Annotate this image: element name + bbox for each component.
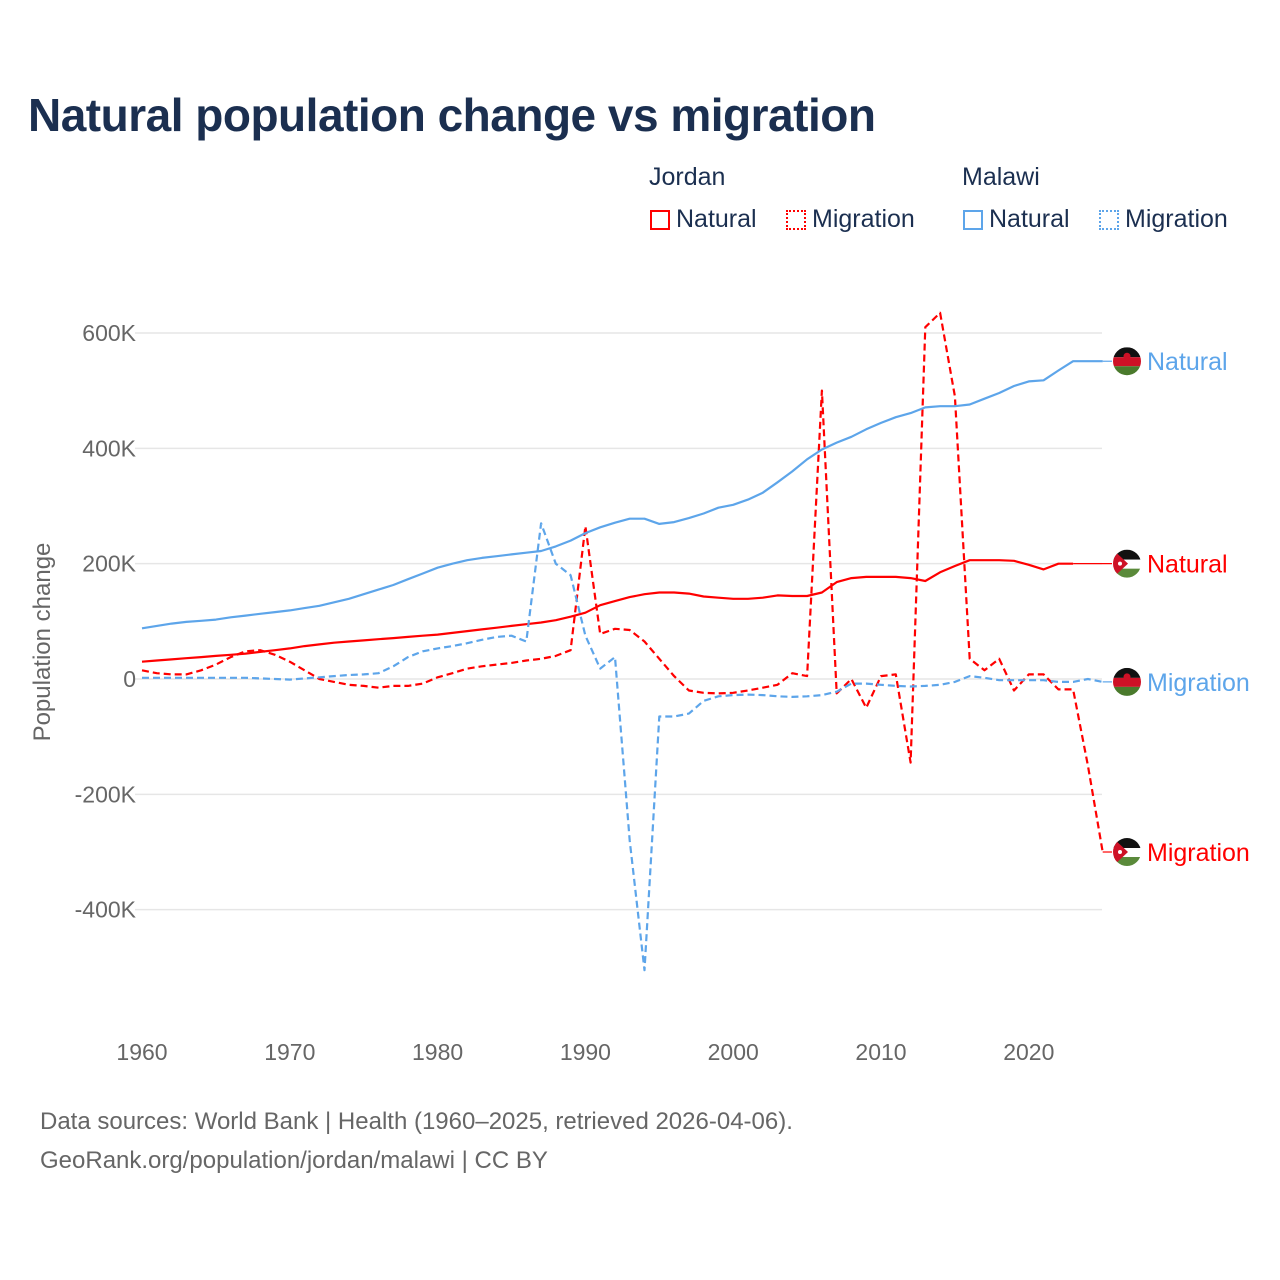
x-tick-label: 2020 (1003, 1039, 1054, 1065)
flag-body (1113, 667, 1141, 696)
x-tick-label: 2000 (708, 1039, 759, 1065)
flag-stripe (1113, 347, 1141, 358)
legend-malawi-natural[interactable]: Natural (963, 205, 1070, 234)
legend-malawi-migration[interactable]: Migration (1099, 205, 1228, 234)
x-tick-label: 1960 (116, 1039, 167, 1065)
source-link[interactable]: GeoRank.org/population/jordan/malawi | C… (40, 1147, 548, 1174)
legend-label: Migration (812, 205, 915, 233)
end-label-malawi-natural: Natural (1147, 348, 1228, 376)
y-tick-label: 200K (82, 551, 136, 577)
y-axis-label: Population change (29, 543, 56, 742)
jordan-flag-icon (1113, 549, 1141, 578)
y-tick-label: 600K (82, 320, 136, 346)
legend-group-malawi: Malawi (962, 163, 1040, 191)
legend-jordan-migration[interactable]: Migration (786, 205, 915, 234)
legend-label: Natural (676, 205, 757, 233)
flag-stripe (1113, 357, 1141, 367)
y-tick-label: 0 (123, 666, 136, 692)
chart-title: Natural population change vs migration (28, 89, 876, 141)
end-label-jordan-migration: Migration (1147, 839, 1250, 867)
star-icon (1118, 561, 1122, 566)
flag-stripe (1113, 857, 1141, 867)
flag-body (1113, 347, 1141, 376)
flag-stripe (1113, 838, 1141, 849)
flag-stripe (1113, 677, 1141, 687)
legend-dotted-swatch-icon (786, 209, 806, 230)
flag-stripe (1113, 667, 1141, 678)
series-line-malawi-migration (142, 522, 1103, 972)
legend-label: Natural (989, 205, 1070, 233)
star-icon (1118, 850, 1122, 855)
flag-body (1113, 838, 1141, 867)
x-tick-label: 1980 (412, 1039, 463, 1065)
legend-dotted-swatch-icon (1099, 209, 1119, 230)
legend-solid-swatch-icon (963, 209, 983, 230)
sun-icon (1123, 673, 1131, 681)
flag-stripe (1113, 366, 1141, 376)
end-label-jordan-natural: Natural (1147, 551, 1228, 579)
legend-group-jordan: Jordan (649, 163, 726, 191)
series-line-jordan-migration (141, 311, 1104, 853)
source-text: Data sources: World Bank | Health (1960–… (40, 1108, 793, 1135)
sun-icon (1123, 352, 1131, 360)
series-line-malawi-natural (141, 360, 1103, 630)
flag-stripe (1113, 686, 1141, 696)
x-tick-label: 1970 (264, 1039, 315, 1065)
flag-stripe (1113, 568, 1141, 578)
flag-body (1113, 549, 1141, 578)
y-tick-label: 400K (82, 435, 136, 461)
legend-label: Migration (1125, 205, 1228, 233)
malawi-flag-icon (1113, 667, 1141, 696)
x-tick-label: 1990 (560, 1039, 611, 1065)
jordan-flag-icon (1113, 838, 1141, 867)
x-tick-label: 2010 (855, 1039, 906, 1065)
malawi-flag-icon (1113, 347, 1141, 376)
y-tick-label: -200K (75, 781, 137, 807)
legend-jordan-natural[interactable]: Natural (650, 205, 757, 234)
legend-solid-swatch-icon (650, 209, 670, 230)
series-line-jordan-natural (141, 559, 1074, 663)
y-tick-label: -400K (75, 897, 137, 923)
flag-stripe (1113, 549, 1141, 560)
end-label-malawi-migration: Migration (1147, 669, 1250, 697)
